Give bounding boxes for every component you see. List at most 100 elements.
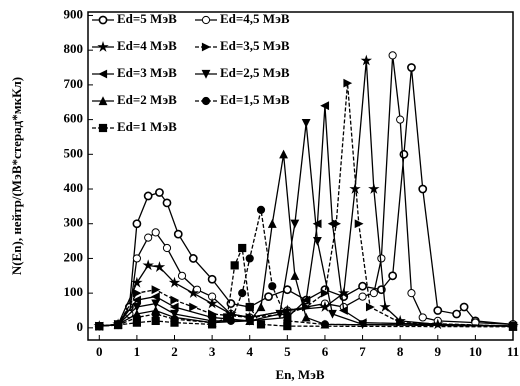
y-tick-label: 600 [64,111,84,126]
marker [143,191,153,201]
marker [301,118,311,128]
marker [245,316,255,326]
marker [339,306,348,315]
marker [256,320,266,329]
marker [131,276,143,288]
legend-label: Ed=4,5 МэВ [220,11,290,26]
y-tick-label: 400 [64,180,84,195]
x-tick-label: 4 [246,344,253,359]
marker [290,219,300,229]
marker [151,299,161,309]
marker [279,149,288,159]
legend-label: Ed=4 МэВ [117,38,177,53]
legend-label: Ed=3,5 МэВ [220,38,290,53]
marker [312,219,322,229]
y-tick-label: 0 [77,319,84,334]
marker [283,322,292,331]
marker [245,254,254,263]
marker [132,219,142,229]
marker [238,243,247,253]
plot-frame [87,11,514,341]
marker [170,295,180,305]
marker [433,306,443,315]
marker [230,261,239,270]
marker [268,282,277,291]
marker [153,261,166,272]
x-tick-label: 11 [507,344,519,359]
marker [399,149,409,159]
marker [349,183,361,194]
marker [162,243,172,253]
marker [113,320,123,330]
marker [168,276,181,288]
marker [151,309,160,319]
marker [319,301,331,312]
marker [301,295,311,305]
marker [132,254,141,263]
legend-label: Ed=2,5 МэВ [220,65,290,80]
x-tick-label: 7 [359,344,366,359]
marker [150,292,160,302]
marker [267,219,277,228]
marker [151,285,161,295]
y-tick-label: 200 [64,249,84,264]
marker [132,302,142,312]
marker [365,302,375,312]
legend-label: Ed=5 МэВ [117,11,177,26]
marker [132,295,141,305]
marker [301,312,311,322]
marker [144,233,153,242]
marker [328,309,337,319]
marker [95,322,104,331]
x-axis-label: En, МэВ [275,367,324,382]
x-tick-label: 5 [284,344,291,359]
marker [155,188,164,197]
legend-label: Ed=2 МэВ [117,92,177,107]
marker [396,115,405,124]
marker [151,228,160,237]
legend-marker [201,15,211,25]
legend-marker [97,41,109,52]
marker [173,229,183,239]
marker [275,309,285,319]
marker [459,302,469,312]
marker [360,54,373,66]
marker [313,236,322,246]
marker [189,302,199,312]
y-tick-label: 900 [64,6,84,21]
marker [388,51,397,60]
marker [418,313,427,322]
marker [142,259,154,271]
marker [327,219,337,229]
x-tick-label: 8 [397,344,404,359]
legend-marker [98,123,108,133]
y-tick-label: 700 [64,76,84,91]
x-tick-label: 10 [469,344,482,359]
marker [343,78,353,88]
marker [208,320,217,329]
marker [379,301,391,312]
marker [358,281,367,291]
legend-marker [98,69,108,79]
legend-marker [201,96,211,106]
legend-label: Ed=3 МэВ [117,65,177,80]
marker [418,184,428,194]
legend-marker [98,15,108,25]
marker [238,289,247,298]
y-tick-label: 300 [64,215,84,230]
marker [187,287,199,298]
x-tick-label: 0 [96,344,103,359]
x-tick-label: 6 [322,344,329,359]
legend-label: Ed=1,5 МэВ [220,92,290,107]
marker [320,101,330,111]
marker [264,292,273,302]
marker [407,63,416,72]
y-axis-label: N(En), нейтр/(МэВ*стерад*мкКл) [9,77,24,275]
marker [407,289,416,298]
marker [388,271,398,281]
series-line [99,122,514,327]
marker [256,205,266,214]
y-tick-label: 500 [64,145,84,160]
x-tick-label: 9 [435,344,442,359]
